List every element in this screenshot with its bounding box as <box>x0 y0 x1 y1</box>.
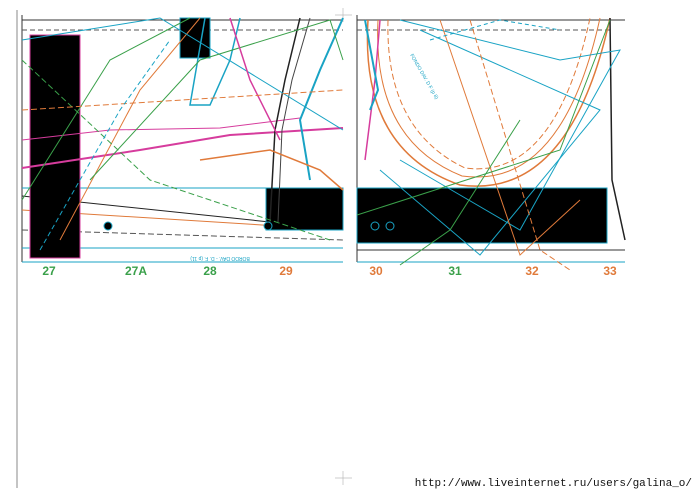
pattern-left <box>21 15 344 263</box>
size-label: 29 <box>279 264 293 278</box>
crop-marks <box>335 8 352 485</box>
size-label: 28 <box>203 264 217 278</box>
pattern-right <box>356 15 626 271</box>
piece-label: BORDO DAV. - D. F. (p 11) <box>190 255 250 261</box>
size-labels: 27 27A 28 29 30 31 32 33 <box>42 264 617 278</box>
size-label: 30 <box>369 264 383 278</box>
size-label: 31 <box>448 264 462 278</box>
size-label: 32 <box>525 264 539 278</box>
footer-url: http://www.liveinternet.ru/users/galina_… <box>415 478 692 490</box>
piece-label: FONDO DAV. D F (p 8) <box>408 53 439 101</box>
size-label: 27A <box>125 264 147 278</box>
size-label: 33 <box>603 264 617 278</box>
size-label: 27 <box>42 264 56 278</box>
